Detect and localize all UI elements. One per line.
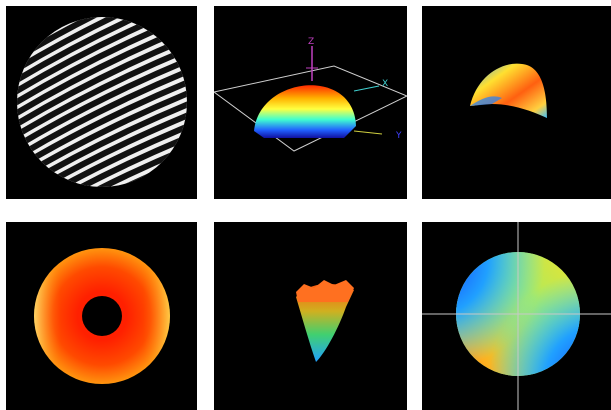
z-axis-label: Z: [308, 37, 314, 47]
surface-plot-image: Z X Y: [214, 37, 407, 152]
surface-3d-panel: Z X Y: [214, 6, 407, 199]
fringe-line: [17, 75, 187, 187]
curved-surface-image: [470, 63, 547, 118]
fringe-line: [17, 17, 187, 135]
fringe-line: [17, 17, 187, 113]
fringe-line: [17, 17, 187, 102]
fringe-line: [17, 108, 187, 187]
fringe-pattern-image: [6, 6, 197, 187]
fringe-line: [17, 53, 187, 179]
fringe-line: [17, 31, 187, 157]
contour-phase-map-image: [422, 222, 611, 410]
fringe-line: [17, 64, 187, 187]
fringe-line: [17, 97, 187, 187]
curled-patch-panel: [422, 6, 611, 199]
x-axis-label: X: [382, 79, 388, 89]
y-axis-label: Y: [395, 131, 402, 141]
fringe-line: [6, 6, 197, 11]
annulus-map-panel: [6, 222, 197, 410]
fringe-line: [17, 119, 187, 187]
fringe-line: [17, 17, 187, 124]
astigmatism-map-panel: [422, 222, 611, 410]
fringe-line: [17, 42, 187, 168]
cone-3d-panel: [214, 222, 407, 410]
interferogram-panel: [6, 6, 197, 199]
cone-surface-image: [296, 280, 354, 362]
fringe-line: [17, 20, 187, 146]
fringe-line: [17, 86, 187, 187]
ring-phase-map-image: [34, 248, 170, 384]
fringe-line: [17, 17, 187, 91]
